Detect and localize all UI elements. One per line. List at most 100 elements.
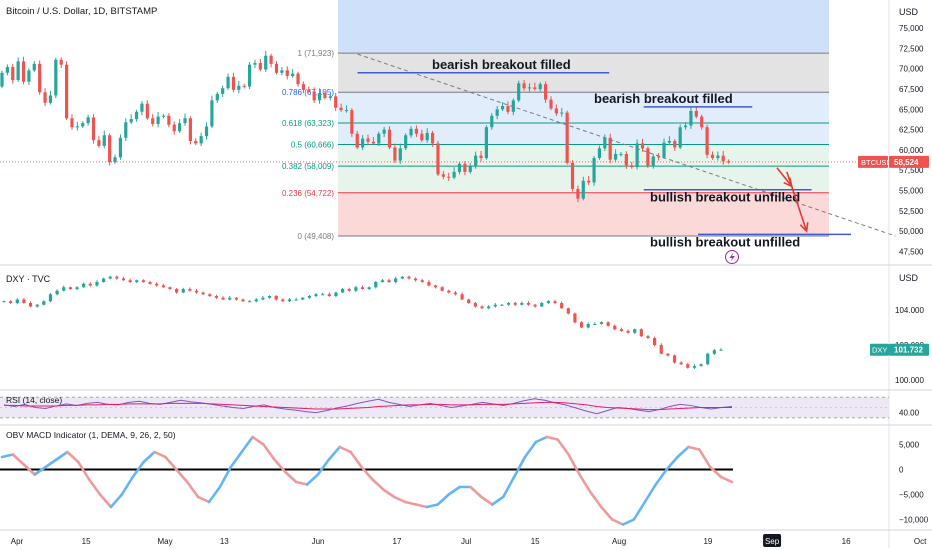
obv-macd-segment	[610, 518, 625, 526]
btc-candle	[231, 72, 236, 93]
btc-price-tick: 52,500	[899, 207, 924, 216]
btc-candle	[640, 138, 645, 152]
btc-candle	[102, 130, 106, 149]
dxy-candle	[35, 304, 39, 308]
rsi-ma-line[interactable]	[4, 401, 732, 411]
dxy-candle	[380, 279, 385, 283]
obv-macd-segment	[654, 468, 668, 486]
obv-macd-segment	[185, 480, 200, 499]
time-cursor-badge	[763, 534, 782, 547]
btc-candle	[134, 109, 139, 122]
dxy-candle	[666, 353, 670, 357]
trend-line[interactable]	[357, 53, 896, 237]
btc-candle	[253, 59, 257, 69]
btc-candle	[624, 151, 628, 169]
btc-candle	[409, 126, 413, 138]
btc-candle	[581, 176, 585, 201]
obv-macd-segment	[665, 455, 679, 471]
btc-candle	[667, 136, 672, 146]
time-tick: Jul	[461, 537, 471, 546]
btc-candle	[81, 121, 85, 129]
btc-candle	[215, 91, 219, 103]
dxy-candle	[55, 289, 59, 296]
btc-candle	[474, 151, 478, 169]
dxy-candle	[294, 297, 298, 301]
btc-candle	[237, 81, 241, 94]
rsi-pane[interactable]: 40.00	[0, 396, 920, 419]
obv-macd-segment	[283, 470, 298, 484]
dxy-candle	[533, 304, 537, 308]
time-axis[interactable]: Apr 15 May 13 Jun 17 Jul 15 Aug 19 Sep 16 Oct	[11, 534, 927, 547]
dxy-currency-label: USD	[899, 273, 919, 283]
btc-candle	[161, 113, 166, 119]
obv-macd-segment	[55, 450, 69, 461]
btc-price-axis[interactable]: 47,500 50,000 52,500 55,000 57,500 60,000 62,5…	[858, 24, 929, 256]
time-tick: Aug	[612, 537, 626, 546]
btc-candle	[420, 129, 424, 142]
dxy-candle	[553, 299, 557, 305]
btc-candle	[560, 107, 564, 117]
obv-macd-segment	[589, 490, 603, 509]
btc-candle	[441, 170, 445, 180]
obv-macd-pane[interactable]: 5,000 0 −5,000 −10,000	[0, 435, 929, 526]
dxy-candle	[327, 292, 331, 297]
btc-candle	[355, 131, 359, 150]
lightning-icon[interactable]	[725, 250, 739, 264]
obv-macd-segment	[545, 435, 559, 441]
dxy-candle	[95, 280, 99, 287]
fib-level-label: 0.236 (54,722)	[282, 189, 334, 198]
dxy-candle	[234, 297, 238, 301]
obv-macd-segment	[44, 458, 58, 469]
dxy-candle	[42, 300, 46, 306]
btc-candle	[436, 140, 440, 177]
projection-arrow[interactable]	[786, 171, 809, 233]
btc-last-price-label: 58,524	[894, 158, 919, 167]
dxy-candle	[506, 302, 511, 306]
fib-zone	[338, 92, 829, 123]
obv-macd-segment	[708, 465, 723, 479]
dxy-candle	[719, 348, 723, 351]
dxy-candle	[287, 298, 292, 303]
btc-candle	[194, 138, 198, 146]
btc-candle	[97, 136, 101, 148]
dxy-candle	[367, 286, 371, 290]
btc-candle	[484, 125, 489, 160]
dxy-candle	[228, 296, 232, 301]
btc-candle	[570, 160, 575, 192]
btc-candle	[323, 91, 327, 100]
dxy-candle	[560, 301, 564, 309]
time-tick: 15	[82, 537, 91, 546]
obv-macd-segment	[0, 453, 15, 459]
obv-macd-segment	[131, 460, 145, 479]
obv-macd-segment	[371, 478, 385, 491]
dxy-candle	[128, 278, 132, 283]
dxy-price-tick: 104.000	[895, 306, 924, 315]
btc-candle	[452, 167, 456, 180]
btc-price-tick: 47,500	[899, 247, 924, 256]
breakout-annotation[interactable]: bearish breakout filled	[432, 57, 571, 72]
breakout-annotation[interactable]: bearish breakout filled	[594, 91, 733, 106]
rsi-line[interactable]	[3, 398, 733, 415]
btc-candle	[48, 90, 53, 105]
dxy-last-price-label: 101.732	[894, 346, 923, 355]
fibonacci-retracement[interactable]: 1 (71,923) 0.786 (67,105) 0.618 (63,323) 0.…	[282, 0, 829, 241]
obv-macd-segment	[175, 468, 189, 484]
btc-candle	[307, 86, 311, 94]
btc-price-pane[interactable]: 1 (71,923) 0.786 (67,105) 0.618 (63,323) 0.…	[0, 0, 896, 264]
dxy-candle	[447, 289, 451, 294]
obv-macd-tick: −10,000	[899, 516, 929, 525]
time-tick: 13	[220, 537, 229, 546]
dxy-candle	[513, 301, 517, 307]
dxy-candle	[248, 300, 252, 303]
breakout-annotation[interactable]: bullish breakout unfilled	[650, 234, 800, 249]
btc-price-tick: 67,500	[899, 85, 924, 94]
breakout-annotation[interactable]: bullish breakout unfilled	[650, 190, 800, 205]
btc-candle	[247, 61, 252, 90]
dxy-candle	[334, 291, 338, 298]
dxy-candle	[254, 298, 258, 303]
dxy-candle	[15, 298, 19, 305]
btc-price-tick: 70,000	[899, 65, 924, 74]
obv-macd-segment	[523, 440, 538, 459]
